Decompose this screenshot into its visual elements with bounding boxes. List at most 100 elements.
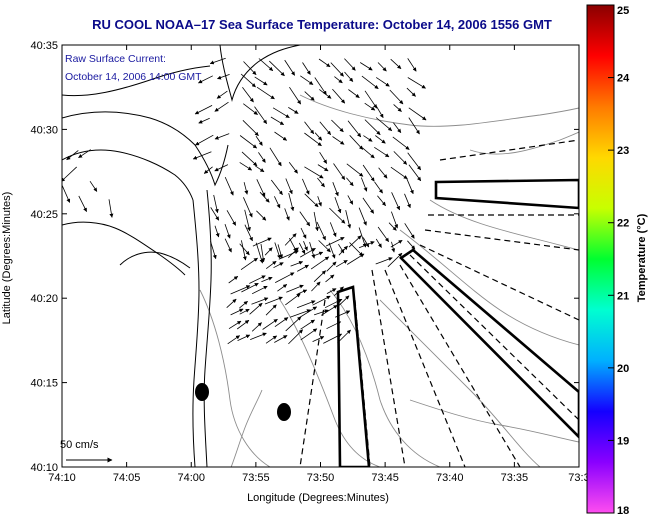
current-vector-arrow — [203, 166, 213, 174]
current-vector-arrow — [269, 147, 282, 167]
current-vector-arrow — [224, 176, 234, 196]
current-vector-arrow — [317, 177, 325, 188]
y-tick-label: 40:25 — [30, 209, 58, 221]
colorbar-ticks: 25 24 23 22 21 20 19 18 — [608, 4, 630, 517]
current-vector-arrow — [363, 135, 373, 142]
current-vector-arrow — [243, 103, 258, 115]
current-vector-arrow — [216, 90, 228, 99]
current-vector-arrow — [359, 62, 373, 71]
current-vector-arrow — [298, 242, 306, 255]
current-vector-arrow — [391, 192, 400, 211]
current-vector-arrow — [236, 319, 250, 330]
colorbar-tick-label: 22 — [617, 218, 629, 230]
current-vector-arrow — [349, 135, 364, 150]
current-vector-arrow — [374, 146, 390, 158]
current-vector-arrow — [311, 281, 321, 292]
current-vector-arrow — [288, 193, 295, 212]
y-tick-label: 40:20 — [30, 293, 58, 305]
current-vector-arrow — [274, 131, 288, 141]
current-vector-arrow — [375, 104, 384, 119]
current-vector-arrow — [361, 75, 379, 90]
current-vector-arrow — [230, 308, 244, 316]
current-vector-arrow — [237, 334, 251, 341]
current-vector-arrow — [78, 195, 87, 212]
colorbar-tick-label: 21 — [617, 290, 629, 302]
colorbar-tick-label: 19 — [617, 435, 629, 447]
current-vector-arrow — [198, 117, 210, 124]
bathymetry-contours — [199, 94, 579, 467]
current-vector-arrow — [375, 117, 393, 132]
current-vector-arrow — [338, 245, 348, 256]
current-vector-arrow — [408, 164, 422, 182]
current-vector-arrow — [360, 177, 368, 192]
current-vector-arrow — [194, 105, 213, 115]
current-vector-arrow — [387, 252, 403, 268]
current-vector-arrow — [335, 259, 348, 268]
current-vector-arrow — [239, 135, 258, 149]
current-vector-arrow — [275, 272, 295, 283]
colorbar-tick-label: 25 — [617, 5, 629, 17]
current-vector-arrow — [89, 180, 98, 192]
figure-title: RU COOL NOAA–17 Sea Surface Temperature:… — [92, 17, 552, 32]
current-vector-arrow — [264, 247, 273, 256]
current-vector-arrow — [335, 310, 351, 318]
current-vector-arrow — [243, 182, 249, 195]
current-vector-arrow — [362, 164, 375, 182]
current-vector-arrow — [312, 336, 325, 342]
current-vector-arrow — [265, 260, 277, 270]
current-vector-arrow — [296, 300, 316, 309]
current-vector-arrow — [228, 320, 242, 330]
current-vector-arrow — [288, 329, 303, 345]
x-tick-label: 73:45 — [371, 472, 399, 484]
current-vector-arrow — [274, 196, 281, 209]
current-vector-arrow — [66, 150, 79, 161]
current-vector-arrow — [324, 298, 343, 309]
current-vector-arrow — [272, 107, 290, 119]
current-vector-arrow — [362, 197, 375, 214]
current-vector-arrow — [407, 58, 417, 72]
current-vector-arrow — [393, 122, 402, 134]
current-vector-arrow — [325, 237, 345, 247]
current-vector-arrow — [407, 152, 422, 171]
current-vector-arrow — [331, 119, 344, 133]
current-vector-arrow — [270, 116, 285, 126]
current-vector-arrow — [328, 242, 336, 259]
current-vector-arrow — [346, 177, 354, 187]
current-vector-arrow — [346, 163, 364, 177]
x-tick-label: 74:05 — [113, 472, 141, 484]
y-tick-label: 40:35 — [30, 40, 58, 52]
annotation-line2: October 14, 2006 14:00 GMT — [65, 71, 202, 83]
x-tick-label: 74:10 — [48, 472, 76, 484]
current-vector-arrow — [265, 335, 278, 344]
current-vector-arrow — [239, 300, 248, 309]
current-vector-arrow — [277, 244, 283, 259]
colorbar: 25 24 23 22 21 20 19 18 Temperature (°C) — [586, 4, 648, 517]
current-vector-arrow — [241, 240, 247, 261]
channel-polygons — [336, 178, 579, 467]
current-vector-arrow — [304, 91, 315, 101]
current-vector-arrow — [261, 276, 273, 283]
current-vector-arrow — [277, 284, 288, 292]
current-vector-arrow — [317, 196, 322, 207]
map-plot: Raw Surface Current: October 14, 2006 14… — [60, 44, 580, 468]
current-vector-arrow — [214, 101, 229, 112]
current-vector-arrow — [390, 166, 408, 180]
current-vector-arrow — [319, 151, 328, 164]
current-vector-arrow — [325, 274, 335, 283]
station-marker — [195, 383, 209, 401]
current-vector-arrow — [334, 76, 343, 84]
current-vector-arrow — [285, 293, 301, 306]
current-vector-arrow — [406, 178, 414, 195]
current-vector-arrow — [404, 223, 415, 239]
current-vector-arrow — [227, 335, 241, 345]
current-vector-arrow — [290, 260, 304, 267]
current-vector-arrow — [300, 227, 307, 239]
current-vector-arrow — [224, 223, 231, 239]
current-vector-arrow — [258, 152, 266, 163]
current-vector-arrow — [217, 74, 230, 80]
x-tick-label: 73:55 — [242, 472, 270, 484]
current-vector-arrow — [330, 62, 344, 77]
current-vector-arrow — [256, 179, 266, 197]
current-vector-arrow — [285, 178, 293, 195]
current-vector-arrow — [333, 163, 346, 181]
